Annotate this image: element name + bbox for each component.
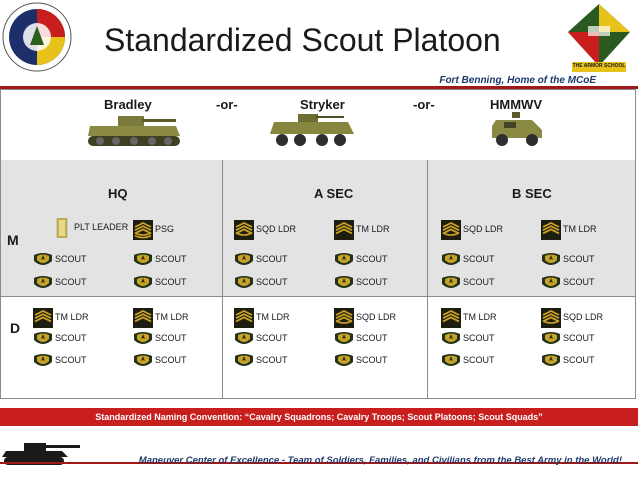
armor-school-text: THE ARMOR SCHOOL <box>572 63 626 69</box>
position-label: TM LDR <box>256 312 290 322</box>
position-label: TM LDR <box>356 224 390 234</box>
position-label: SCOUT <box>463 355 495 365</box>
armor-school-logo: THE ARMOR SCHOOL <box>566 2 632 74</box>
position-label: SCOUT <box>463 333 495 343</box>
position-label: SCOUT <box>356 254 388 264</box>
position-label: PSG <box>155 224 175 234</box>
position-label: SCOUT <box>356 355 388 365</box>
position-label: SCOUT <box>563 254 595 264</box>
vehicle-label-bradley: Bradley <box>104 97 152 112</box>
row-divider <box>1 296 635 297</box>
platoon-frame <box>0 89 636 399</box>
position-label: SCOUT <box>256 254 288 264</box>
position-label: PLT LEADER <box>74 222 129 232</box>
position-label: SCOUT <box>155 254 187 264</box>
position-label: SCOUT <box>563 355 595 365</box>
position-label: SCOUT <box>563 333 595 343</box>
bradley-vehicle-icon <box>84 110 184 152</box>
footer-motto: Maneuver Center of Excellence - Team of … <box>138 455 622 466</box>
position-label: SCOUT <box>256 355 288 365</box>
section-header-b: B SEC <box>512 186 552 201</box>
header-rule <box>0 86 638 89</box>
vehicle-or-1: -or- <box>216 97 238 112</box>
position-label: SCOUT <box>463 277 495 287</box>
position-label: SCOUT <box>563 277 595 287</box>
position-label: SCOUT <box>356 333 388 343</box>
position-label: SCOUT <box>155 333 187 343</box>
position-label: SCOUT <box>55 254 87 264</box>
section-divider-1 <box>222 160 223 399</box>
position-label: SCOUT <box>356 277 388 287</box>
naming-convention-banner <box>0 408 638 426</box>
position-label: SCOUT <box>463 254 495 264</box>
position-label: SQD LDR <box>563 312 604 322</box>
section-divider-2 <box>427 160 428 399</box>
position-label: SCOUT <box>155 355 187 365</box>
position-label: SCOUT <box>155 277 187 287</box>
position-label: SCOUT <box>55 333 87 343</box>
position-label: TM LDR <box>55 312 89 322</box>
stryker-vehicle-icon <box>268 108 356 152</box>
position-label: SCOUT <box>256 277 288 287</box>
page-subtitle: Fort Benning, Home of the MCoE <box>439 75 596 86</box>
row-label-d: D <box>10 320 21 336</box>
hmmwv-vehicle-icon <box>488 110 546 150</box>
section-header-a: A SEC <box>314 186 354 201</box>
section-band <box>1 160 635 296</box>
position-label: TM LDR <box>463 312 497 322</box>
vehicle-label-stryker: Stryker <box>300 97 345 112</box>
footer-rule <box>0 462 638 464</box>
position-label: SCOUT <box>55 355 87 365</box>
section-header-hq: HQ <box>108 186 128 201</box>
row-label-m: M <box>7 232 19 248</box>
vehicle-or-2: -or- <box>413 97 435 112</box>
vehicle-label-hmmwv: HMMWV <box>490 97 542 112</box>
position-label: SQD LDR <box>356 312 397 322</box>
position-label: SQD LDR <box>256 224 297 234</box>
position-label: TM LDR <box>155 312 189 322</box>
position-label: TM LDR <box>563 224 597 234</box>
maneuver-center-logo <box>2 2 72 72</box>
page-title: Standardized Scout Platoon <box>104 22 501 58</box>
position-label: SQD LDR <box>463 224 504 234</box>
position-label: SCOUT <box>55 277 87 287</box>
naming-convention-text: Standardized Naming Convention: “Cavalry… <box>95 412 543 422</box>
position-label: SCOUT <box>256 333 288 343</box>
